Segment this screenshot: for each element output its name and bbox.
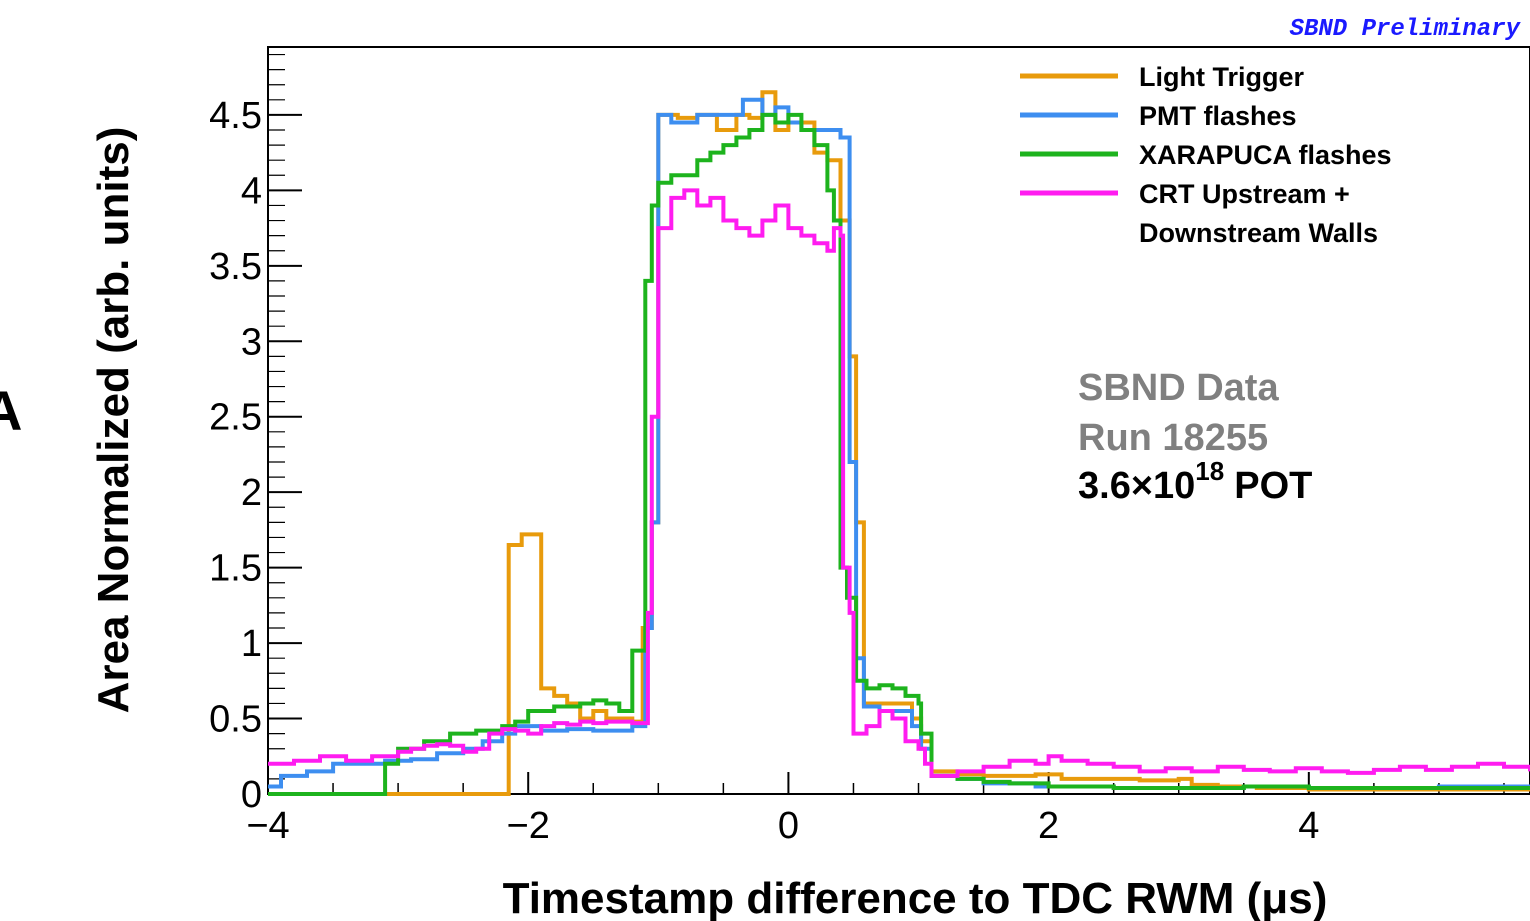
y-tick-label: 1.5	[209, 548, 262, 590]
pot-base: 3.6×10	[1078, 465, 1195, 507]
series-line-0	[268, 90, 1530, 796]
annotation-data-label: SBND Data	[1078, 367, 1279, 409]
y-tick-label: 3.5	[209, 246, 262, 288]
y-tick-label: 0	[241, 774, 262, 816]
y-tick-label: 2.5	[209, 397, 262, 439]
y-tick-label: 2	[241, 472, 262, 514]
plot-frame	[267, 46, 1530, 795]
series-line-3	[268, 188, 1530, 778]
legend-label-0: Light Trigger	[1139, 62, 1304, 92]
axis-ticks: −4 −2 0 2 4 0 0.5 1 1.5 2 2.5 3 3.5 4 4.5	[209, 53, 1505, 847]
annotation-run-label: Run 18255	[1078, 417, 1268, 459]
pot-exponent: 18	[1195, 456, 1224, 486]
annotation-pot: 3.6×1018 POT	[1078, 456, 1312, 507]
y-tick-label: 4.5	[209, 95, 262, 137]
series-line-2	[268, 112, 1530, 796]
y-tick-label: 0.5	[209, 699, 262, 741]
y-tick-label: 3	[241, 321, 262, 363]
legend-label-2: XARAPUCA flashes	[1139, 140, 1392, 170]
y-tick-label: 4	[241, 170, 262, 212]
legend-label-3: CRT Upstream +	[1139, 179, 1350, 209]
pot-unit: POT	[1234, 465, 1312, 507]
panel-letter: A	[0, 379, 22, 442]
x-tick-label: 2	[1038, 805, 1059, 847]
legend-label-3: Downstream Walls	[1139, 218, 1378, 248]
run-annotation: SBND Data Run 18255 3.6×1018 POT	[1078, 367, 1312, 507]
legend-label-1: PMT flashes	[1139, 101, 1297, 131]
x-tick-label: −4	[246, 805, 289, 847]
chart-header: SBND Preliminary	[1290, 16, 1522, 43]
x-tick-label: 0	[778, 805, 799, 847]
x-axis-label: Timestamp difference to TDC RWM (μs)	[503, 874, 1328, 921]
y-tick-label: 1	[241, 623, 262, 665]
x-tick-label: 4	[1298, 805, 1319, 847]
y-axis-label: Area Normalized (arb. units)	[89, 127, 138, 714]
series-group	[268, 90, 1530, 796]
x-tick-label: −2	[507, 805, 550, 847]
legend: Light Trigger PMT flashes XARAPUCA flashes…	[1020, 62, 1392, 248]
